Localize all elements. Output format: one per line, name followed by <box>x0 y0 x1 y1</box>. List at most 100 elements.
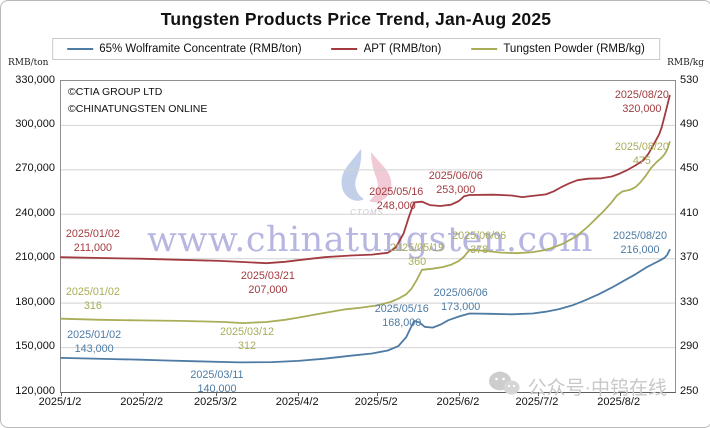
x-axis-tick-mark <box>619 392 621 396</box>
bottom-watermark: 公众号·中钨在线 <box>488 371 667 402</box>
annotation-date: 2025/05/16 <box>369 185 424 198</box>
x-axis-tick-mark <box>61 392 62 396</box>
annotation-date: 2025/03/21 <box>240 270 295 283</box>
y-axis-right-tick: 290 <box>680 340 699 353</box>
annotation-value: 168,000 <box>382 316 422 329</box>
data-annotation: 2025/01/02 143,000 <box>67 328 121 356</box>
legend-label: Tungsten Powder (RMB/kg) <box>503 43 645 55</box>
x-axis-tick-label: 2025/8/2 <box>597 396 641 408</box>
data-annotation: 2025/01/02 211,000 <box>66 227 120 255</box>
x-axis-tick-mark <box>377 392 379 396</box>
annotation-date: 2025/01/02 <box>67 328 122 341</box>
annotation-date: 2025/08/20 <box>614 89 669 102</box>
y-axis-left-tick: 270,000 <box>15 162 55 175</box>
data-annotation: 2025/05/16 168,000 <box>375 302 429 330</box>
chart-canvas <box>60 94 675 364</box>
x-axis-tick-mark <box>458 392 460 396</box>
copyright-notice: ©CTIA GROUP LTD ©CHINATUNGSTEN ONLINE <box>68 84 207 118</box>
logo-caption: CTOMS <box>350 208 384 217</box>
legend: 65% Wolframite Concentrate (RMB/ton) APT … <box>52 38 660 60</box>
x-axis-tick-label: 2025/3/2 <box>194 396 237 408</box>
data-annotation: 2025/06/06 253,000 <box>429 169 483 197</box>
bottom-watermark-text: 公众号·中钨在线 <box>527 378 667 399</box>
series-line-1 <box>60 94 671 265</box>
data-annotation: 2025/06/06 173,000 <box>434 286 488 314</box>
chart-title: Tungsten Products Price Trend, Jan-Aug 2… <box>160 9 552 29</box>
annotation-date: 2025/06/06 <box>433 287 488 300</box>
plot-area: ©CTIA GROUP LTD ©CHINATUNGSTEN ONLINE 20… <box>60 80 676 396</box>
annotation-value: 316 <box>83 299 102 312</box>
y-axis-right-tick: 490 <box>680 117 699 130</box>
data-annotation: 2025/08/20 475 <box>615 140 669 168</box>
y-axis-right-tick: 530 <box>680 73 699 86</box>
x-axis-tick-label: 2025/6/2 <box>436 396 480 408</box>
data-annotation: 2025/06/06 378 <box>452 229 506 257</box>
annotation-value: 248,000 <box>376 199 416 212</box>
y-axis-left-tick: 300,000 <box>15 117 55 130</box>
annotation-value: 312 <box>238 340 257 353</box>
annotation-date: 2025/06/06 <box>452 229 507 242</box>
annotation-value: 211,000 <box>73 242 113 255</box>
data-annotation: 2025/03/12 312 <box>220 325 274 353</box>
annotation-value: 140,000 <box>197 383 237 396</box>
x-axis-tick-label: 2025/4/2 <box>275 396 319 408</box>
annotation-value: 173,000 <box>441 301 481 314</box>
annotation-value: 143,000 <box>74 342 114 355</box>
legend-item-0: 65% Wolframite Concentrate (RMB/ton) <box>67 43 302 55</box>
annotation-value: 216,000 <box>620 243 660 256</box>
flame-logo-icon <box>331 149 403 211</box>
wechat-icon <box>488 371 520 402</box>
x-axis-tick-label: 2025/1/2 <box>38 396 82 408</box>
y-axis-left-tick: 210,000 <box>15 251 55 264</box>
y-axis-right-tick: 410 <box>680 206 699 219</box>
y-axis-right-tick: 250 <box>680 384 699 397</box>
y-axis-right-tick: 330 <box>680 295 699 308</box>
annotation-date: 2025/08/20 <box>612 229 668 242</box>
x-axis-tick-label: 2025/5/2 <box>354 396 398 408</box>
left-axis-unit: RMB/ton <box>8 58 49 68</box>
annotation-date: 2025/05/19 <box>390 242 445 255</box>
annotation-date: 2025/05/16 <box>374 302 429 315</box>
data-annotation: 2025/03/11 140,000 <box>190 368 243 396</box>
copyright-line2: ©CHINATUNGSTEN ONLINE <box>68 102 208 115</box>
annotation-date: 2025/08/20 <box>614 141 669 154</box>
legend-line-swatch <box>471 48 498 50</box>
data-annotation: 2025/03/21 207,000 <box>241 269 295 297</box>
annotation-value: 378 <box>470 243 489 256</box>
series-line-0 <box>60 248 671 364</box>
legend-label: 65% Wolframite Concentrate (RMB/ton) <box>99 43 302 55</box>
data-annotation: 2025/05/19 360 <box>390 241 444 269</box>
legend-line-swatch <box>331 48 358 50</box>
annotation-date: 2025/03/11 <box>190 369 244 382</box>
annotation-date: 2025/03/12 <box>220 326 275 339</box>
legend-item-1: APT (RMB/ton) <box>331 43 442 55</box>
annotation-date: 2025/06/06 <box>428 169 483 182</box>
annotation-value: 320,000 <box>622 103 662 116</box>
y-axis-left-tick: 180,000 <box>15 295 55 308</box>
data-annotation: 2025/08/20 216,000 <box>613 229 667 257</box>
logo-watermark: CTOMS <box>331 147 403 217</box>
annotation-value: 360 <box>408 256 427 269</box>
y-axis-left-tick: 240,000 <box>15 206 55 219</box>
legend-item-2: Tungsten Powder (RMB/kg) <box>471 43 645 55</box>
x-axis-tick-mark <box>537 392 539 396</box>
data-annotation: 2025/01/02 316 <box>66 285 120 313</box>
y-axis-left-tick: 330,000 <box>15 73 55 86</box>
x-axis-tick-mark <box>298 392 300 396</box>
x-axis-tick-mark <box>142 392 144 396</box>
annotation-value: 475 <box>632 155 651 168</box>
data-annotation: 2025/08/20 320,000 <box>615 88 669 116</box>
annotation-value: 253,000 <box>436 183 476 196</box>
copyright-line1: ©CTIA GROUP LTD <box>68 86 163 98</box>
data-annotation: 2025/05/16 248,000 <box>369 185 423 213</box>
legend-label: APT (RMB/ton) <box>363 43 442 55</box>
y-axis-left-tick: 150,000 <box>15 340 55 353</box>
annotation-date: 2025/01/02 <box>65 285 120 298</box>
series-line-2 <box>60 141 671 325</box>
x-axis-tick-mark <box>216 392 218 396</box>
right-axis-unit: RMB/kg <box>667 58 704 68</box>
y-axis-left-tick: 120,000 <box>15 384 55 397</box>
y-axis-right-tick: 450 <box>680 162 699 175</box>
y-axis-right-tick: 370 <box>680 251 699 264</box>
